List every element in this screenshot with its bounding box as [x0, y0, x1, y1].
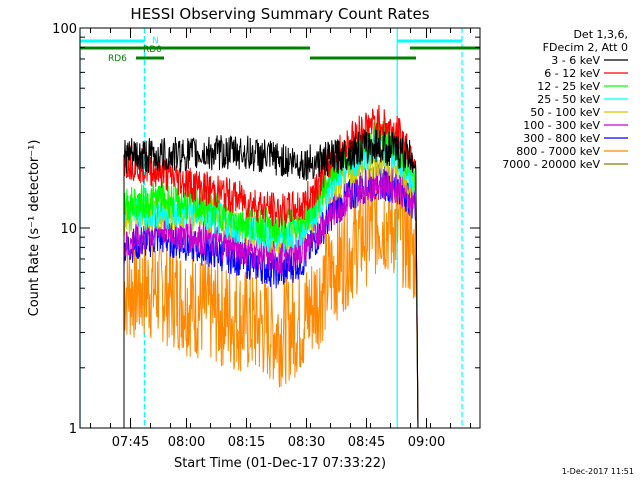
legend-header: Det 1,3,6,: [573, 28, 628, 41]
legend-label: 25 - 50 keV: [537, 93, 600, 106]
series-line: [123, 104, 419, 429]
series-line: [123, 129, 419, 429]
x-tick-label: 09:00: [408, 435, 445, 450]
state-label-rd0: RD0: [143, 45, 162, 55]
y-axis-label: Count Rate (s⁻¹ detector⁻¹): [27, 140, 42, 317]
state-label-n: N: [152, 36, 159, 46]
legend-label: 6 - 12 keV: [544, 67, 600, 80]
y-tick-label: 10: [60, 222, 77, 237]
x-tick-label: 08:45: [348, 435, 385, 450]
legend-label: 3 - 6 keV: [551, 54, 600, 67]
legend-label: 7000 - 20000 keV: [502, 158, 600, 171]
legend-label: 800 - 7000 keV: [516, 145, 600, 158]
x-tick-label: 08:30: [288, 435, 325, 450]
chart-title: HESSI Observing Summary Count Rates: [130, 5, 429, 23]
x-axis-label: Start Time (01-Dec-17 07:33:22): [174, 456, 386, 471]
series-line: [123, 168, 419, 429]
legend-label: 300 - 800 keV: [523, 132, 600, 145]
legend-header: FDecim 2, Att 0: [543, 41, 628, 54]
series-line: [123, 118, 419, 429]
timestamp: 1-Dec-2017 11:51: [561, 467, 634, 476]
legend-label: 12 - 25 keV: [537, 80, 600, 93]
y-tick-label: 100: [52, 22, 77, 37]
series-line: [123, 165, 419, 429]
legend-label: 100 - 300 keV: [523, 119, 600, 132]
x-tick-label: 08:00: [168, 435, 205, 450]
x-tick-label: 07:45: [112, 435, 149, 450]
legend-label: 50 - 100 keV: [530, 106, 600, 119]
state-label-rd6: RD6: [108, 54, 127, 64]
x-tick-label: 08:15: [228, 435, 265, 450]
y-tick-label: 1: [69, 422, 77, 437]
